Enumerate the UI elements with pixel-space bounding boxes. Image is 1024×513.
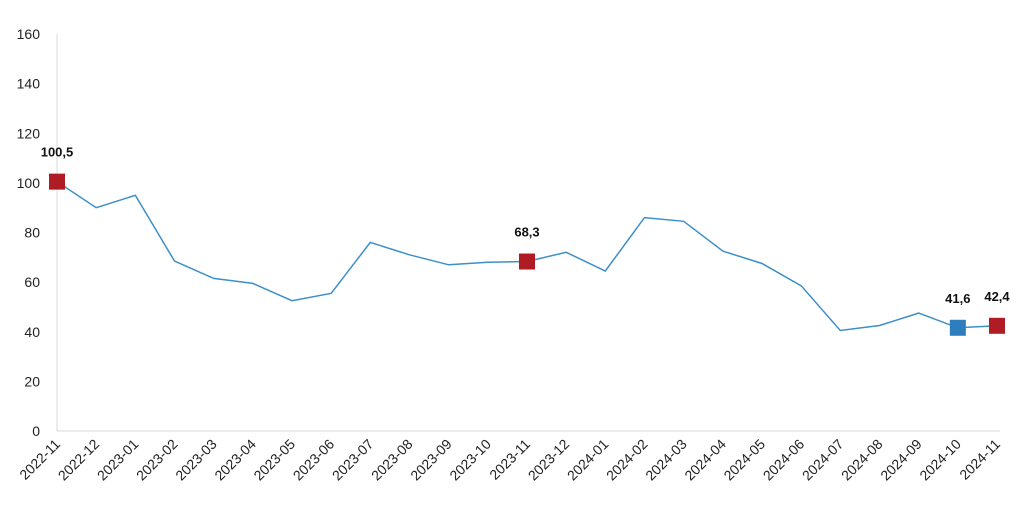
- y-tick-label: 20: [24, 373, 40, 389]
- x-tick-label: 2023-07: [329, 436, 377, 484]
- x-tick-label: 2024-03: [642, 436, 690, 484]
- y-tick-label: 100: [17, 175, 41, 191]
- highlight-markers: [49, 173, 1005, 336]
- highlight-marker: [989, 317, 1005, 334]
- x-tick-label: 2023-01: [94, 436, 142, 484]
- x-tick-label: 2023-11: [486, 436, 533, 483]
- data-label: 100,5: [41, 145, 74, 160]
- x-tick-label: 2022-11: [16, 436, 63, 483]
- y-tick-label: 140: [17, 76, 41, 92]
- data-labels: 100,5 68,3 41,6 42,4: [41, 145, 1011, 306]
- y-tick-label: 80: [24, 225, 40, 241]
- x-tick-label: 2023-09: [407, 436, 455, 484]
- x-tick-label: 2023-05: [250, 436, 298, 484]
- data-label: 68,3: [514, 225, 539, 240]
- x-tick-label: 2024-09: [877, 436, 925, 484]
- y-tick-label: 60: [24, 274, 40, 290]
- x-tick-label: 2023-10: [446, 436, 494, 484]
- x-tick-label: 2024-05: [720, 436, 768, 484]
- y-tick-label: 120: [17, 125, 41, 141]
- highlight-marker: [519, 253, 535, 270]
- x-tick-label: 2024-04: [681, 436, 729, 484]
- x-tick-label: 2022-12: [55, 436, 103, 484]
- x-tick-label: 2024-08: [838, 436, 886, 484]
- data-label: 42,4: [984, 289, 1010, 304]
- x-tick-label: 2023-04: [211, 436, 259, 484]
- x-tick-label: 2023-08: [368, 436, 416, 484]
- x-tick-labels: 2022-112022-122023-012023-022023-032023-…: [16, 436, 1003, 484]
- x-tick-label: 2023-02: [133, 436, 181, 484]
- x-tick-label: 2024-01: [564, 436, 612, 484]
- x-tick-label: 2024-11: [956, 436, 1003, 483]
- x-tick-label: 2024-07: [799, 436, 847, 484]
- x-tick-label: 2024-10: [916, 436, 964, 484]
- y-tick-label: 40: [24, 324, 40, 340]
- data-label: 41,6: [945, 291, 970, 306]
- highlight-marker: [49, 173, 65, 190]
- highlight-marker: [949, 319, 966, 336]
- x-tick-label: 2024-06: [760, 436, 808, 484]
- x-tick-label: 2023-06: [290, 436, 338, 484]
- y-tick-label: 160: [17, 26, 41, 42]
- y-tick-labels: 0 20 40 60 80 100 120 140 160: [17, 26, 41, 439]
- x-tick-label: 2023-03: [172, 436, 220, 484]
- x-tick-label: 2024-02: [603, 436, 651, 484]
- x-tick-label: 2023-12: [525, 436, 573, 484]
- y-tick-label: 0: [32, 423, 40, 439]
